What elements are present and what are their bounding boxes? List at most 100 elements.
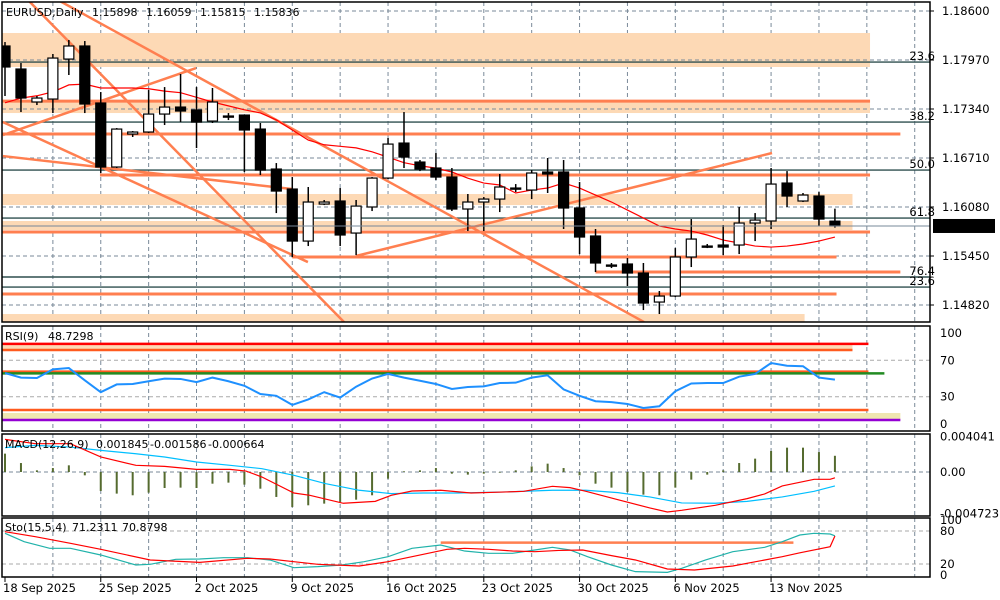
stochastic-axis-label: 20 bbox=[940, 557, 955, 571]
candle-body-bearish bbox=[557, 171, 570, 209]
candle-body-bearish bbox=[222, 115, 235, 118]
candle bbox=[605, 263, 618, 269]
stochastic-axis-label: 0 bbox=[940, 568, 947, 582]
macd-axis-label: 0.00 bbox=[940, 465, 966, 479]
candle-body-bullish bbox=[63, 45, 75, 60]
current-price-label: 1.15836 bbox=[942, 219, 990, 233]
candle-body-bullish bbox=[366, 177, 378, 208]
candle-body-bearish bbox=[15, 68, 27, 99]
candle-body-bearish bbox=[542, 171, 554, 175]
candle bbox=[526, 170, 538, 200]
panel-frames bbox=[1, 1, 931, 578]
time-axis-label: 9 Oct 2025 bbox=[290, 581, 354, 595]
rsi-zone bbox=[2, 412, 901, 420]
candle-body-bearish bbox=[174, 106, 187, 112]
candle bbox=[382, 138, 394, 179]
candle bbox=[589, 229, 602, 273]
macd-axis-label: -0.004723 bbox=[940, 507, 999, 521]
fibonacci-level-label: 23.6 bbox=[909, 274, 935, 288]
macd-value-signal: -0.001586 bbox=[150, 438, 206, 451]
rsi-panel[interactable] bbox=[2, 326, 930, 431]
fibonacci-level-label: 61.8 bbox=[909, 205, 935, 219]
open-value: 1.15898 bbox=[92, 6, 138, 19]
price-axis-label: 1.18600 bbox=[942, 4, 990, 18]
candle-body-bearish bbox=[446, 176, 458, 210]
candle bbox=[701, 244, 713, 249]
candle-body-bullish bbox=[31, 97, 43, 103]
axes: 1.18600 1.17970 1.17340 1.16710 1.16080 1.154… bbox=[3, 4, 999, 595]
candle bbox=[174, 74, 187, 123]
candle-body-bullish bbox=[669, 256, 681, 297]
candle-body-bullish bbox=[749, 219, 761, 224]
candle bbox=[398, 112, 410, 169]
candle bbox=[797, 193, 809, 203]
candle bbox=[2, 42, 11, 97]
stochastic-panel[interactable] bbox=[2, 518, 930, 577]
stochastic-signal-line bbox=[4, 531, 836, 571]
price-axis-label: 1.15450 bbox=[942, 249, 990, 263]
trendline bbox=[58, 2, 645, 322]
candle-body-bullish bbox=[653, 295, 665, 303]
candle-body-bullish bbox=[733, 222, 745, 246]
price-axis-label: 1.14820 bbox=[942, 298, 990, 312]
candle bbox=[270, 163, 282, 214]
candle-body-bullish bbox=[494, 186, 506, 200]
candle bbox=[318, 200, 330, 206]
candle-body-bullish bbox=[526, 172, 538, 191]
candle bbox=[749, 213, 761, 242]
candle bbox=[143, 90, 155, 134]
candle-body-bearish bbox=[430, 167, 442, 178]
price-axis-label: 1.16710 bbox=[942, 151, 990, 165]
candle-body-bullish bbox=[462, 201, 474, 210]
macd-signal-line bbox=[4, 444, 836, 504]
candle-body-bearish bbox=[286, 188, 298, 242]
candle bbox=[669, 248, 681, 298]
candle-body-bullish bbox=[510, 187, 522, 190]
candle-body-bearish bbox=[79, 45, 91, 105]
candle-body-bullish bbox=[797, 194, 809, 202]
fibonacci-level-label: 23.6 bbox=[909, 49, 935, 63]
candle bbox=[15, 63, 27, 113]
rsi-value: 48.7298 bbox=[48, 330, 94, 343]
panel-border bbox=[1, 433, 931, 517]
time-axis-label: 23 Oct 2025 bbox=[482, 581, 553, 595]
close-value: 1.15836 bbox=[254, 6, 300, 19]
trendline bbox=[2, 120, 309, 264]
candle bbox=[366, 177, 378, 212]
time-axis-label: 16 Oct 2025 bbox=[386, 581, 457, 595]
candle-body-bearish bbox=[270, 168, 282, 192]
panel-border bbox=[1, 1, 931, 323]
candle bbox=[159, 87, 171, 126]
candle bbox=[63, 40, 75, 76]
high-value: 1.16059 bbox=[146, 6, 192, 19]
time-axis-label: 30 Oct 2025 bbox=[578, 581, 649, 595]
candle bbox=[781, 171, 793, 207]
time-axis-label: 13 Nov 2025 bbox=[769, 581, 843, 595]
price-panel[interactable] bbox=[0, 0, 930, 322]
candle-body-bullish bbox=[350, 205, 362, 234]
candle-body-bearish bbox=[95, 102, 107, 168]
candle bbox=[510, 184, 522, 193]
candle bbox=[302, 187, 314, 247]
macd-panel[interactable] bbox=[2, 434, 930, 516]
macd-third-line bbox=[4, 438, 836, 513]
time-axis-label: 25 Sep 2025 bbox=[99, 581, 172, 595]
candle bbox=[286, 177, 298, 258]
candle bbox=[557, 160, 570, 230]
candle bbox=[765, 168, 777, 230]
candle-body-bearish bbox=[605, 264, 618, 267]
candle-body-bearish bbox=[573, 207, 586, 238]
rsi-axis-label: 30 bbox=[940, 390, 955, 404]
candle bbox=[414, 160, 426, 172]
current-price-badge bbox=[933, 218, 995, 233]
candle-body-bearish bbox=[334, 200, 346, 236]
rsi-line bbox=[4, 361, 836, 409]
panel-border bbox=[1, 325, 931, 432]
candle bbox=[446, 168, 458, 212]
supply-demand-zone bbox=[2, 194, 853, 206]
fibonacci-level-label: 50.0 bbox=[909, 157, 935, 171]
stochastic-axis-label: 100 bbox=[940, 513, 962, 527]
candle-body-bearish bbox=[190, 109, 203, 123]
fibonacci-level-label: 38.2 bbox=[909, 109, 935, 123]
